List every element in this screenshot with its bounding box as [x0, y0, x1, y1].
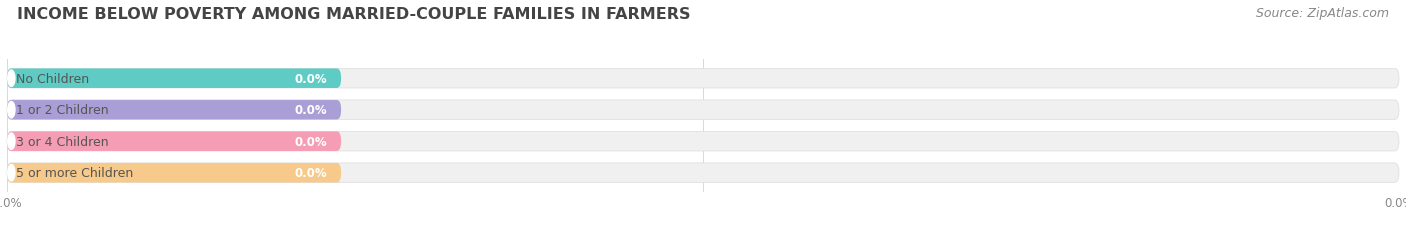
Circle shape	[7, 71, 15, 87]
Text: 0.0%: 0.0%	[294, 104, 328, 117]
Text: 0.0%: 0.0%	[294, 135, 328, 148]
Circle shape	[7, 165, 15, 181]
Circle shape	[7, 102, 15, 118]
FancyBboxPatch shape	[7, 100, 1399, 120]
Text: INCOME BELOW POVERTY AMONG MARRIED-COUPLE FAMILIES IN FARMERS: INCOME BELOW POVERTY AMONG MARRIED-COUPL…	[17, 7, 690, 22]
FancyBboxPatch shape	[7, 163, 342, 183]
Text: 3 or 4 Children: 3 or 4 Children	[15, 135, 108, 148]
Text: 0.0%: 0.0%	[294, 72, 328, 85]
FancyBboxPatch shape	[7, 69, 342, 88]
FancyBboxPatch shape	[7, 163, 1399, 183]
FancyBboxPatch shape	[7, 132, 342, 151]
FancyBboxPatch shape	[7, 69, 1399, 88]
Text: No Children: No Children	[15, 72, 89, 85]
Text: Source: ZipAtlas.com: Source: ZipAtlas.com	[1256, 7, 1389, 20]
Text: 5 or more Children: 5 or more Children	[15, 167, 134, 179]
Text: 0.0%: 0.0%	[294, 167, 328, 179]
FancyBboxPatch shape	[7, 132, 1399, 151]
Text: 1 or 2 Children: 1 or 2 Children	[15, 104, 108, 117]
FancyBboxPatch shape	[7, 100, 342, 120]
Circle shape	[7, 134, 15, 150]
